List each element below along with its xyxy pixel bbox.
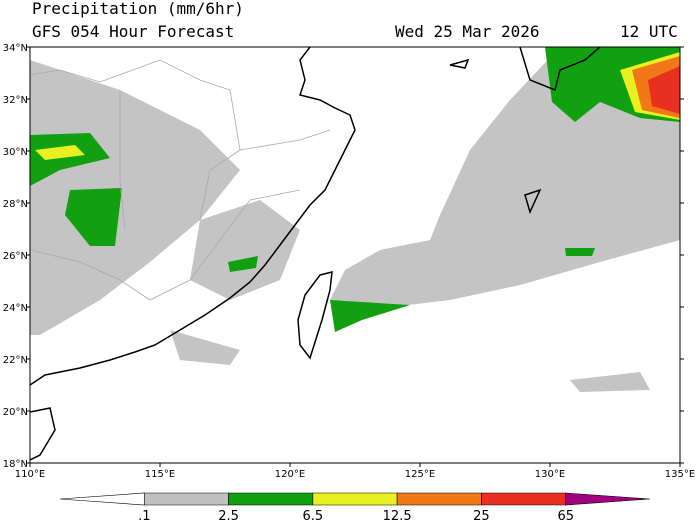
colorbar-segment — [565, 492, 651, 506]
time: 12 UTC — [620, 22, 678, 41]
colorbar-label: 65 — [557, 509, 574, 524]
colorbar-segment — [59, 492, 145, 506]
precip-moderate — [565, 248, 595, 256]
lat-label: 26°N — [3, 251, 28, 262]
borders — [30, 59, 331, 301]
colorbar-segment — [312, 492, 398, 506]
colorbar-segment — [143, 492, 229, 506]
lat-label: 24°N — [3, 303, 28, 314]
lat-label: 20°N — [3, 407, 28, 418]
precip-heavy — [35, 145, 85, 160]
precip-moderate — [330, 300, 410, 332]
lat-label: 30°N — [3, 147, 28, 158]
lat-label: 22°N — [3, 355, 28, 366]
colorbar-label: 25 — [473, 509, 490, 524]
colorbar-label: 12.5 — [383, 509, 412, 524]
lat-label: 34°N — [3, 43, 28, 54]
subtitle: GFS 054 Hour Forecast — [32, 22, 234, 41]
precip-moderate — [65, 188, 122, 246]
lat-label: 18°N — [3, 459, 28, 470]
colorbar-segment — [481, 492, 567, 506]
lon-label: 120°E — [275, 469, 305, 480]
map — [30, 47, 680, 463]
colorbar-label: .1 — [138, 509, 150, 524]
colorbar-segment — [396, 492, 482, 506]
colorbar-segment — [228, 492, 314, 506]
date: Wed 25 Mar 2026 — [395, 22, 540, 41]
precip-light — [170, 330, 240, 365]
lon-label: 130°E — [535, 469, 565, 480]
lon-label: 125°E — [405, 469, 435, 480]
coastline — [30, 47, 601, 461]
precip-moderate — [30, 133, 110, 186]
precip-heavy — [648, 66, 680, 114]
precip-light — [30, 60, 240, 335]
lat-label: 28°N — [3, 199, 28, 210]
precip-light — [570, 372, 650, 392]
colorbar-label: 6.5 — [303, 509, 324, 524]
lat-label: 32°N — [3, 95, 28, 106]
precip-moderate — [228, 256, 258, 272]
lon-label: 135°E — [665, 469, 695, 480]
precip-light — [190, 200, 300, 300]
colorbar-label: 2.5 — [218, 509, 239, 524]
lon-label: 110°E — [15, 469, 45, 480]
lon-label: 115°E — [145, 469, 175, 480]
title: Precipitation (mm/6hr) — [32, 0, 244, 18]
